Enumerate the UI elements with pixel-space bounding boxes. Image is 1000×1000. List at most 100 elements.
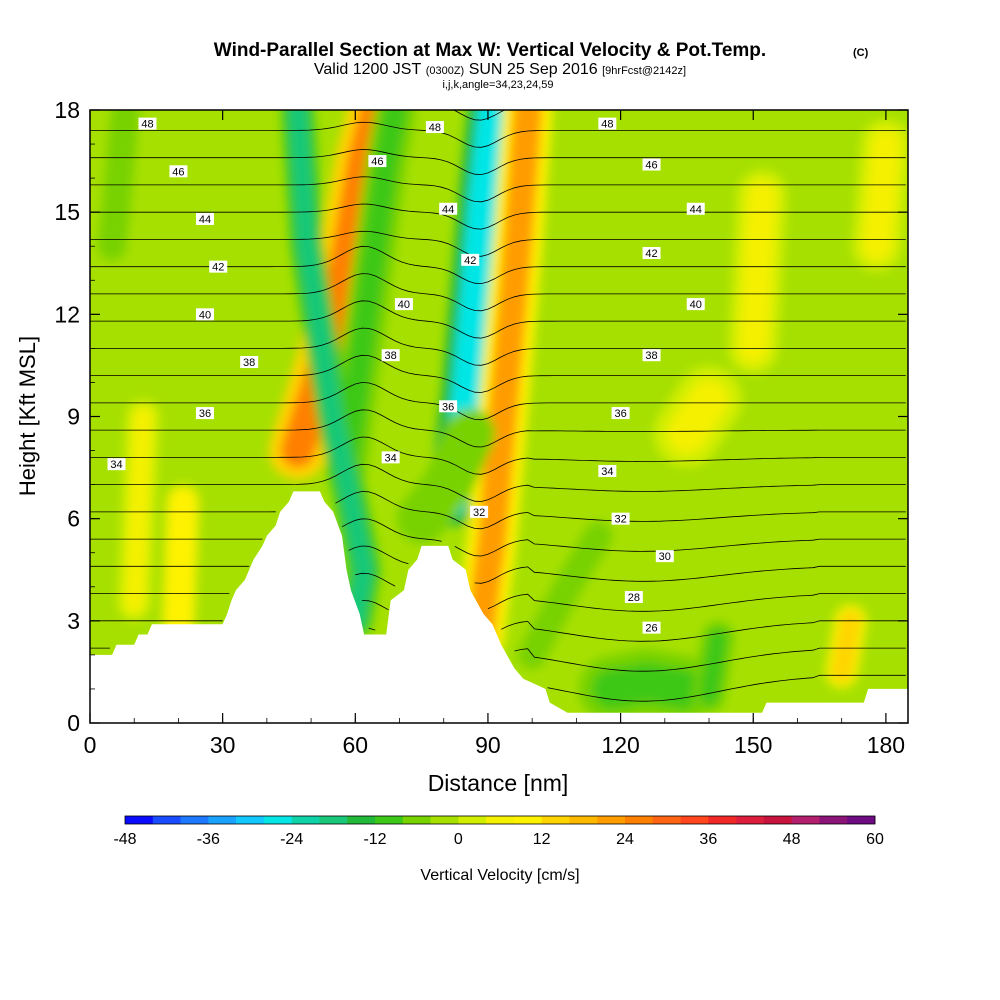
contour-label-text: 32 <box>473 507 485 519</box>
contour-label-box <box>107 458 126 471</box>
w-feature-6 <box>517 521 614 670</box>
contour-label-text: 40 <box>199 309 211 321</box>
colorbar-swatch <box>486 816 515 824</box>
contour-label-text: 48 <box>429 122 441 134</box>
isentrope <box>90 149 906 176</box>
colorbar-swatch <box>513 816 542 824</box>
colorbar-swatch <box>569 816 598 824</box>
y-tick-label: 9 <box>67 404 80 430</box>
contour-label-text: 36 <box>199 408 211 420</box>
contour-label-text: 46 <box>645 159 657 171</box>
contour-label: 44 <box>195 212 214 226</box>
w-feature-10 <box>168 491 193 631</box>
theta-contour-labels: 48 48 48 46 46 46 44 44 44 42 42 42 40 40 40 38 38 38 36 36… <box>107 117 705 635</box>
contour-label-box <box>195 407 214 420</box>
contour-label-box <box>195 212 214 225</box>
contour-label: 48 <box>138 117 157 131</box>
colorbar-swatch <box>458 816 487 824</box>
contour-label-text: 44 <box>442 204 454 216</box>
isentrope <box>90 273 906 312</box>
isentrope <box>90 354 906 393</box>
w-feature-8 <box>699 628 728 706</box>
contour-label: 44 <box>686 202 705 216</box>
contour-label: 40 <box>686 298 705 311</box>
contour-label: 32 <box>470 505 489 519</box>
contour-label-text: 46 <box>371 156 383 168</box>
contour-label-box <box>209 260 228 273</box>
contour-label: 44 <box>439 202 458 216</box>
subtitle-ijk: i,j,k,angle=34,23,24,59 <box>442 79 553 91</box>
contour-label: 34 <box>598 464 617 478</box>
w-feature-15 <box>667 380 729 453</box>
colorbar-tick-label: -24 <box>280 831 303 848</box>
contour-label-box <box>686 298 705 311</box>
colorbar-swatch <box>375 816 404 824</box>
colorbar: -48 -36 -24 -12 0 12 24 36 48 60 <box>113 815 884 848</box>
colorbar-swatch <box>236 816 265 824</box>
colorbar-swatch <box>291 816 320 824</box>
contour-label-text: 30 <box>659 551 671 563</box>
y-tick-label: 18 <box>54 97 80 123</box>
colorbar-tick-label: 12 <box>533 831 551 848</box>
isentrope <box>90 627 906 672</box>
isentrope <box>90 518 906 557</box>
w-feature-2 <box>288 110 374 631</box>
isentrope <box>90 230 906 257</box>
contour-label-text: 38 <box>385 350 397 362</box>
contour-label: 26 <box>642 621 661 635</box>
contour-label-box <box>470 505 489 518</box>
y-axis-label: Height [Kft MSL] <box>15 336 40 496</box>
chart-title: Wind-Parallel Section at Max W: Vertical… <box>214 40 766 61</box>
contour-label-box <box>394 298 413 311</box>
contour-label-box <box>425 121 444 134</box>
contour-label: 40 <box>195 308 214 321</box>
contour-label-box <box>642 247 661 260</box>
x-tick-label: 180 <box>867 732 905 758</box>
colorbar-swatch <box>541 816 570 824</box>
x-tick-label: 120 <box>601 732 639 758</box>
contour-label: 36 <box>195 407 214 420</box>
contour-label-box <box>598 117 617 130</box>
x-tick-label: 150 <box>734 732 772 758</box>
contour-label-text: 42 <box>212 262 224 274</box>
x-axis: 0 30 60 90 120 150 180 <box>84 110 905 758</box>
contour-label-box <box>642 621 661 634</box>
isentrope <box>90 382 906 421</box>
x-tick-label: 90 <box>475 732 501 758</box>
colorbar-tick-label: 48 <box>783 831 801 848</box>
contour-label: 48 <box>598 117 617 131</box>
contour-label-box <box>381 451 400 464</box>
contour-label-text: 46 <box>172 166 184 178</box>
contour-label: 38 <box>381 349 400 362</box>
contour-label: 48 <box>425 121 444 134</box>
isentrope <box>90 176 906 203</box>
contour-label-box <box>686 202 705 215</box>
y-tick-label: 15 <box>54 199 80 225</box>
contour-label: 42 <box>209 260 228 274</box>
isentrope <box>90 545 906 584</box>
contour-label: 40 <box>394 298 413 311</box>
x-axis-label: Distance [nm] <box>428 770 569 796</box>
colorbar-label: Vertical Velocity [cm/s] <box>420 867 579 884</box>
contour-label-text: 26 <box>645 623 657 635</box>
contour-label: 34 <box>381 451 400 464</box>
colorbar-swatch <box>402 816 431 824</box>
contour-label-text: 42 <box>645 248 657 260</box>
contour-label: 28 <box>624 590 643 604</box>
terrain <box>90 491 908 723</box>
contour-label-text: 42 <box>464 255 476 267</box>
vertical-velocity-field <box>90 110 908 722</box>
subtitle-line: Valid 1200 JST (0300Z) SUN 25 Sep 2016 [… <box>314 61 686 78</box>
isentrope <box>90 203 906 230</box>
contour-label: 34 <box>107 458 126 471</box>
contour-label-text: 38 <box>243 357 255 369</box>
contour-label: 42 <box>461 253 480 267</box>
w-feature-1 <box>334 110 408 480</box>
contour-label-text: 28 <box>628 592 640 604</box>
w-feature-12 <box>97 110 140 261</box>
contour-label: 46 <box>169 165 188 178</box>
colorbar-frame <box>124 815 876 825</box>
w-feature-9 <box>831 611 861 682</box>
contour-label-box <box>240 356 259 369</box>
